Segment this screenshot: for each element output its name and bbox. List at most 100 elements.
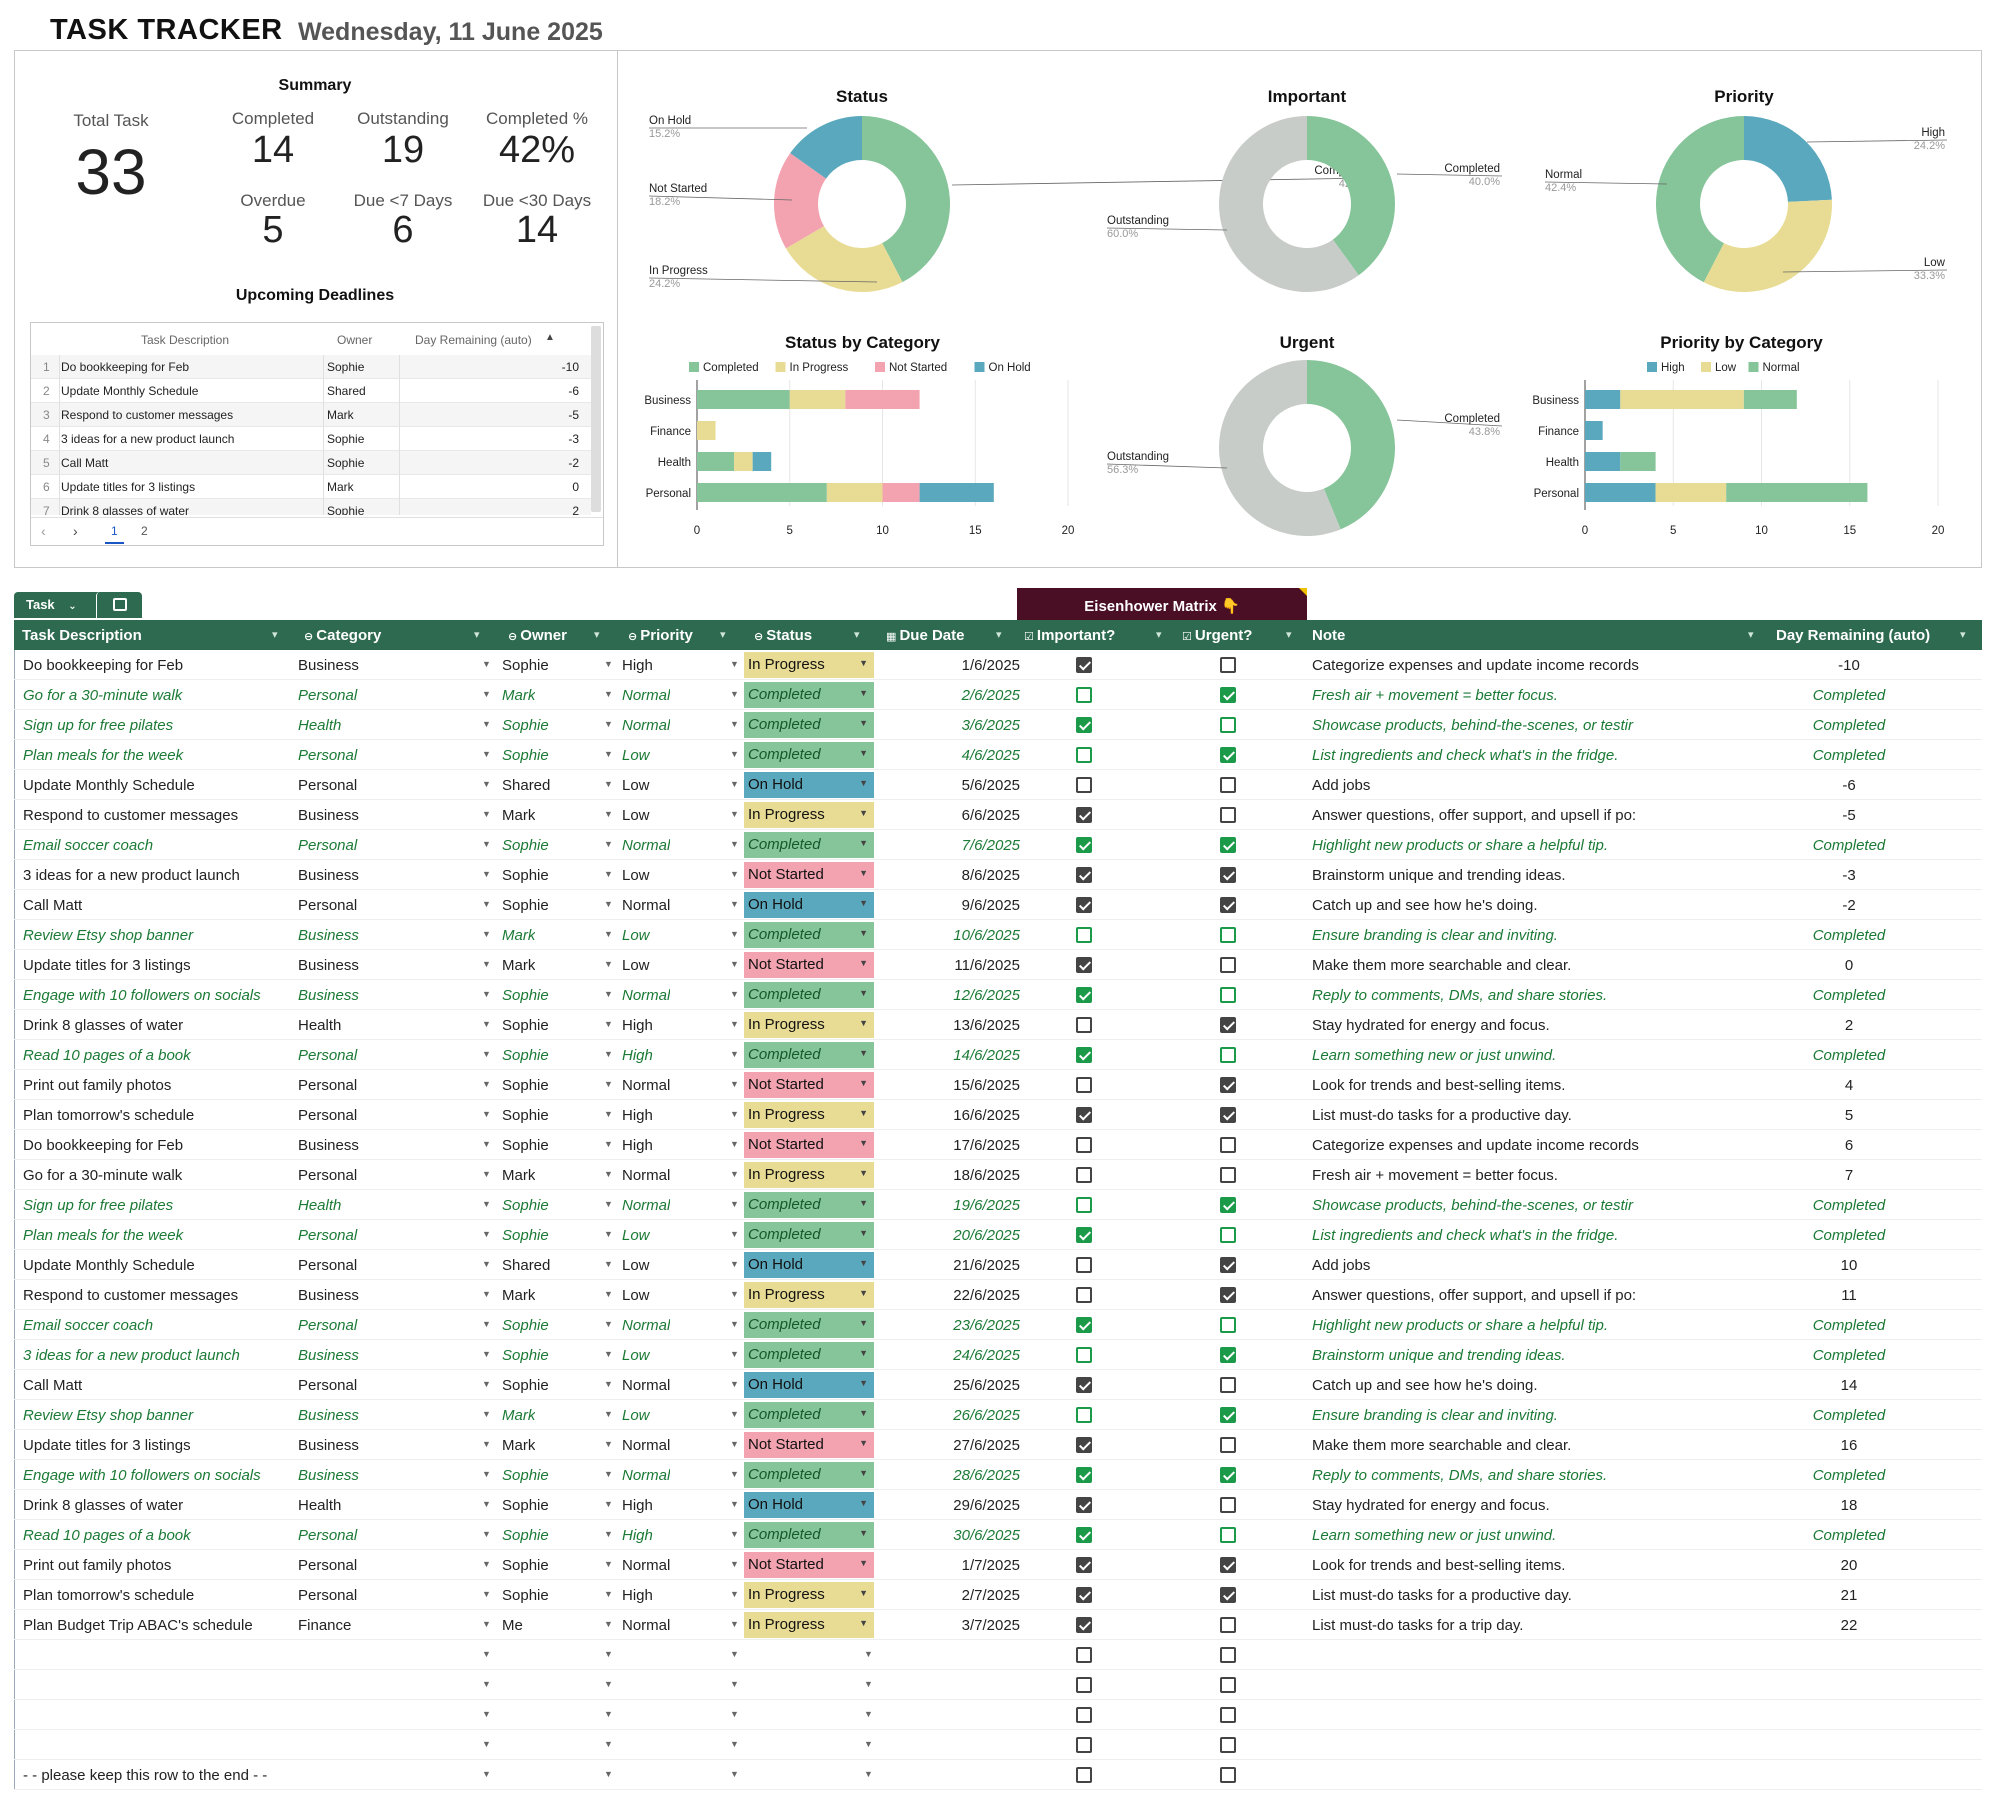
bar-on-hold[interactable] xyxy=(752,452,772,471)
urgent-checkbox[interactable] xyxy=(1220,657,1236,673)
dropdown-icon[interactable]: ▼ xyxy=(730,1079,739,1089)
task-description[interactable]: 3 ideas for a new product launch xyxy=(23,867,240,884)
bar-high[interactable] xyxy=(1585,390,1621,409)
category-cell[interactable]: Business xyxy=(298,657,359,674)
important-checkbox[interactable] xyxy=(1076,867,1092,883)
upcoming-row[interactable]: 6 Update titles for 3 listings Mark 0 xyxy=(31,475,591,499)
task-description[interactable]: Sign up for free pilates xyxy=(23,1197,174,1214)
filter-icon[interactable]: ▾ xyxy=(720,629,726,641)
dropdown-icon[interactable]: ▼ xyxy=(604,719,613,729)
priority-cell[interactable]: High xyxy=(622,1497,653,1514)
pie-slice-on-hold[interactable] xyxy=(790,116,862,179)
important-checkbox[interactable] xyxy=(1076,1227,1092,1243)
note-cell[interactable]: Categorize expenses and update income re… xyxy=(1312,657,1639,674)
status-cell[interactable]: On Hold ▼ xyxy=(744,892,874,918)
dropdown-icon[interactable]: ▼ xyxy=(604,1619,613,1629)
urgent-checkbox[interactable] xyxy=(1220,1587,1236,1603)
dropdown-icon[interactable]: ▼ xyxy=(482,1739,491,1749)
category-cell[interactable]: Personal xyxy=(298,1047,358,1064)
urgent-checkbox[interactable] xyxy=(1220,1077,1236,1093)
dropdown-icon[interactable]: ▼ xyxy=(482,1649,491,1659)
task-description[interactable]: Call Matt xyxy=(23,1377,83,1394)
owner-cell[interactable]: Sophie xyxy=(502,837,549,854)
urgent-checkbox[interactable] xyxy=(1220,1407,1236,1423)
bar-normal[interactable] xyxy=(1620,452,1656,471)
table-row[interactable]: Review Etsy shop banner Business ▼ Mark ▼ Low… xyxy=(14,1400,1982,1430)
due-date-cell[interactable]: 2/6/2025 xyxy=(961,687,1020,704)
table-row[interactable]: Update titles for 3 listings Business ▼ Mar… xyxy=(14,1430,1982,1460)
priority-cell[interactable]: Normal xyxy=(622,1377,671,1394)
due-date-cell[interactable]: 23/6/2025 xyxy=(953,1317,1020,1334)
bar-completed[interactable] xyxy=(697,483,827,502)
dropdown-icon[interactable]: ▼ xyxy=(604,779,613,789)
important-checkbox[interactable] xyxy=(1076,897,1092,913)
task-description[interactable]: Update titles for 3 listings xyxy=(23,957,191,974)
task-description[interactable]: Plan Budget Trip ABAC's schedule xyxy=(23,1617,253,1634)
dropdown-icon[interactable]: ▼ xyxy=(730,1139,739,1149)
urgent-checkbox[interactable] xyxy=(1220,687,1236,703)
urgent-checkbox[interactable] xyxy=(1220,1317,1236,1333)
due-date-cell[interactable]: 28/6/2025 xyxy=(953,1467,1020,1484)
col-note[interactable]: Note xyxy=(1312,627,1346,644)
dropdown-icon[interactable]: ▼ xyxy=(604,1349,613,1359)
status-cell[interactable]: Not Started ▼ xyxy=(744,1132,874,1158)
owner-cell[interactable]: Sophie xyxy=(502,987,549,1004)
task-description[interactable]: Email soccer coach xyxy=(23,837,154,854)
due-date-cell[interactable]: 10/6/2025 xyxy=(953,927,1020,944)
note-cell[interactable]: Reply to comments, DMs, and share storie… xyxy=(1312,987,1608,1004)
dropdown-icon[interactable]: ▼ xyxy=(482,1289,491,1299)
table-row[interactable]: Read 10 pages of a book Personal ▼ Sophie ▼ H… xyxy=(14,1040,1982,1070)
owner-cell[interactable]: Mark xyxy=(502,1437,536,1454)
dropdown-icon[interactable]: ▼ xyxy=(604,959,613,969)
due-date-cell[interactable]: 14/6/2025 xyxy=(953,1047,1020,1064)
dropdown-icon[interactable]: ▼ xyxy=(730,719,739,729)
dropdown-icon[interactable]: ▼ xyxy=(482,1439,491,1449)
dropdown-icon[interactable]: ▼ xyxy=(482,809,491,819)
note-cell[interactable]: Add jobs xyxy=(1312,1257,1371,1274)
due-date-cell[interactable]: 27/6/2025 xyxy=(953,1437,1020,1454)
note-cell[interactable]: Ensure branding is clear and inviting. xyxy=(1312,927,1558,944)
important-checkbox[interactable] xyxy=(1076,1257,1092,1273)
dropdown-icon[interactable]: ▼ xyxy=(604,839,613,849)
col-priority[interactable]: ⊖ Priority xyxy=(628,627,693,644)
due-date-cell[interactable]: 2/7/2025 xyxy=(961,1587,1020,1604)
dropdown-icon[interactable]: ▼ xyxy=(482,1379,491,1389)
category-cell[interactable]: Health xyxy=(298,1497,342,1514)
col-task-description[interactable]: Task Description xyxy=(22,627,142,644)
note-cell[interactable]: Brainstorm unique and trending ideas. xyxy=(1312,867,1566,884)
owner-cell[interactable]: Mark xyxy=(502,957,536,974)
table-row[interactable]: Sign up for free pilates Health ▼ Sophie ▼ No… xyxy=(14,1190,1982,1220)
important-checkbox[interactable] xyxy=(1076,1467,1092,1483)
task-description[interactable]: Read 10 pages of a book xyxy=(23,1527,191,1544)
col-day-remaining[interactable]: Day Remaining (auto) xyxy=(1776,627,1931,644)
table-row[interactable]: 3 ideas for a new product launch Business… xyxy=(14,1340,1982,1370)
table-row[interactable]: Engage with 10 followers on socials Busin… xyxy=(14,1460,1982,1490)
task-description[interactable]: Drink 8 glasses of water xyxy=(23,1497,184,1514)
dropdown-icon[interactable]: ▼ xyxy=(730,689,739,699)
dropdown-icon[interactable]: ▼ xyxy=(604,659,613,669)
owner-cell[interactable]: Sophie xyxy=(502,1527,549,1544)
dropdown-icon[interactable]: ▼ xyxy=(604,1409,613,1419)
note-cell[interactable]: Add jobs xyxy=(1312,777,1371,794)
note-cell[interactable]: List must-do tasks for a productive day. xyxy=(1312,1107,1572,1124)
important-checkbox[interactable] xyxy=(1076,1347,1092,1363)
note-cell[interactable]: Highlight new products or share a helpfu… xyxy=(1312,837,1609,854)
pie-slice-outstanding[interactable] xyxy=(1219,360,1341,536)
due-date-cell[interactable]: 6/6/2025 xyxy=(961,807,1020,824)
status-cell[interactable]: Completed ▼ xyxy=(744,1522,874,1548)
urgent-checkbox[interactable] xyxy=(1220,927,1236,943)
dropdown-icon[interactable]: ▼ xyxy=(730,1049,739,1059)
due-date-cell[interactable]: 13/6/2025 xyxy=(953,1017,1020,1034)
important-checkbox[interactable] xyxy=(1076,1707,1092,1723)
table-row[interactable]: Email soccer coach Personal ▼ Sophie ▼ Normal… xyxy=(14,830,1982,860)
dropdown-icon[interactable]: ▼ xyxy=(730,1439,739,1449)
dropdown-icon[interactable]: ▼ xyxy=(730,749,739,759)
urgent-checkbox[interactable] xyxy=(1220,777,1236,793)
dropdown-icon[interactable]: ▼ xyxy=(482,1409,491,1419)
owner-cell[interactable]: Sophie xyxy=(502,897,549,914)
dropdown-icon[interactable]: ▼ xyxy=(730,1529,739,1539)
important-checkbox[interactable] xyxy=(1076,1617,1092,1633)
dropdown-icon[interactable]: ▼ xyxy=(604,1439,613,1449)
status-cell[interactable]: Completed ▼ xyxy=(744,712,874,738)
priority-cell[interactable]: Low xyxy=(622,927,650,944)
